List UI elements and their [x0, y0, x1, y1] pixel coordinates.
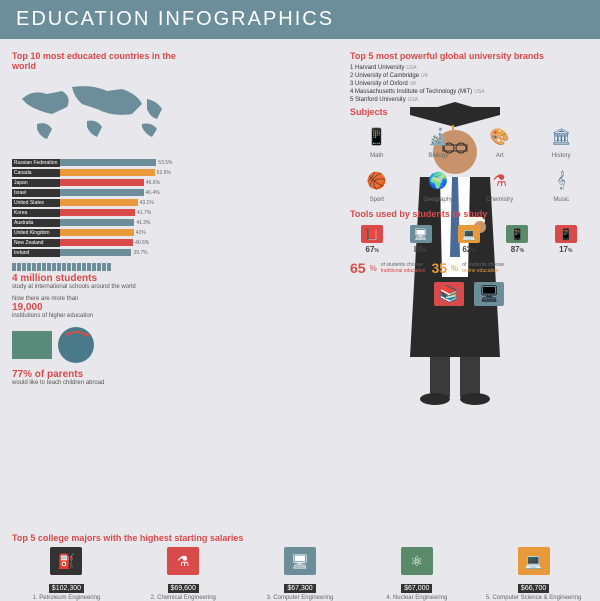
students-stat: 4 million students study at internationa… — [12, 263, 182, 290]
countries-bars: Russian Federation53.5%Canada52.6%Japan4… — [12, 158, 182, 257]
country-bar: Canada52.6% — [12, 168, 182, 177]
person-icon — [97, 263, 101, 271]
country-bar: Israel46.4% — [12, 188, 182, 197]
books-icon: 📚 — [434, 282, 464, 306]
person-icon — [72, 263, 76, 271]
country-bar: Australia41.3% — [12, 218, 182, 227]
person-icon — [12, 263, 16, 271]
person-icon — [62, 263, 66, 271]
person-icon — [42, 263, 46, 271]
major-item: ⛽$102,3001. Petroleum Engineering — [12, 547, 121, 601]
major-item: 💻$66,7005. Computer Science & Engineerin… — [479, 547, 588, 601]
computer-icon: 🖥 — [474, 282, 504, 306]
countries-title: Top 10 most educated countries in the wo… — [12, 51, 182, 71]
content-area: Top 10 most educated countries in the wo… — [0, 39, 600, 55]
majors-row: ⛽$102,3001. Petroleum Engineering⚗$69,60… — [12, 547, 588, 601]
tool-item: 💻62% — [447, 225, 491, 254]
country-bar: United States43.1% — [12, 198, 182, 207]
university-item: 1 Harvard UniversityUSA — [350, 65, 588, 71]
tools-grid: 📕67%🖥80%💻62%📱87%📱17% — [350, 225, 588, 254]
person-icon — [82, 263, 86, 271]
students-number: 4 million students — [12, 273, 182, 284]
subject-item: 🌍Geography — [412, 167, 466, 203]
university-item: 2 University of CambridgeUK — [350, 73, 588, 79]
person-icon — [17, 263, 21, 271]
tools-title: Tools used by students to study — [350, 209, 588, 219]
person-icon — [27, 263, 31, 271]
subjects-grid: 📱Math🔬Biology🎨Art🏛History 🏀Sport🌍Geograph… — [350, 123, 588, 203]
subject-item: 🏛History — [535, 123, 589, 159]
person-icon — [57, 263, 61, 271]
institutions-text: institutions of higher education — [12, 313, 182, 319]
country-bar: Korea41.7% — [12, 208, 182, 217]
university-item: 4 Massachusetts Institute of Technology … — [350, 89, 588, 95]
university-item: 3 University of OxfordUK — [350, 81, 588, 87]
universities-title: Top 5 most powerful global university br… — [350, 51, 588, 61]
tool-item: 📕67% — [350, 225, 394, 254]
person-icon — [47, 263, 51, 271]
online-choice: 35% of students choose online education — [431, 260, 504, 276]
tool-item: 🖥80% — [398, 225, 442, 254]
right-column: Top 5 most powerful global university br… — [350, 47, 588, 306]
major-item: ⚗$69,6002. Chemical Engineering — [129, 547, 238, 601]
majors-title: Top 5 college majors with the highest st… — [12, 533, 588, 543]
person-icon — [32, 263, 36, 271]
subjects-title: Subjects — [350, 107, 588, 117]
country-bar: Ireland39.7% — [12, 248, 182, 257]
page-title: EDUCATION INFOGRAPHICS — [16, 8, 334, 30]
person-icon — [67, 263, 71, 271]
major-item: 🖥$67,3003. Computer Engineering — [246, 547, 355, 601]
country-bar: United Kingdom41% — [12, 228, 182, 237]
subject-item: ⚗Chemistry — [473, 167, 527, 203]
world-map-icon — [12, 79, 172, 149]
subject-item: 🏀Sport — [350, 167, 404, 203]
majors-section: Top 5 college majors with the highest st… — [12, 529, 588, 601]
institutions-number: 19,000 — [12, 302, 182, 313]
left-column: Top 10 most educated countries in the wo… — [12, 47, 182, 392]
subject-item: 🔬Biology — [412, 123, 466, 159]
parents-text: would like to teach children abroad — [12, 380, 182, 386]
person-icon — [22, 263, 26, 271]
person-icon — [102, 263, 106, 271]
person-icon — [37, 263, 41, 271]
education-choices: 65% of students choose traditional educa… — [350, 260, 588, 276]
person-icon — [87, 263, 91, 271]
major-item: ⚛$67,0004. Nuclear Engineering — [362, 547, 471, 601]
person-icon — [77, 263, 81, 271]
tool-item: 📱17% — [544, 225, 588, 254]
country-bar: New Zealand40.6% — [12, 238, 182, 247]
person-icon — [52, 263, 56, 271]
tool-item: 📱87% — [495, 225, 539, 254]
page-header: EDUCATION INFOGRAPHICS — [0, 0, 600, 39]
parents-pct: 77% of parents — [12, 369, 182, 380]
country-bar: Russian Federation53.5% — [12, 158, 182, 167]
person-icon — [92, 263, 96, 271]
building-icon — [12, 331, 52, 359]
subject-item: 📱Math — [350, 123, 404, 159]
universities-list: 1 Harvard UniversityUSA 2 University of C… — [350, 65, 588, 103]
person-icon — [107, 263, 111, 271]
institutions-stat: Now there are more than 19,000 instituti… — [12, 296, 182, 386]
people-icons — [12, 263, 182, 271]
subject-item: 𝄞Music — [535, 167, 589, 203]
globe-icon — [58, 327, 94, 363]
university-item: 5 Stanford UniversityUSA — [350, 97, 588, 103]
subject-item: 🎨Art — [473, 123, 527, 159]
country-bar: Japan46.6% — [12, 178, 182, 187]
students-text: study at international schools around th… — [12, 284, 182, 290]
traditional-choice: 65% of students choose traditional educa… — [350, 260, 425, 276]
